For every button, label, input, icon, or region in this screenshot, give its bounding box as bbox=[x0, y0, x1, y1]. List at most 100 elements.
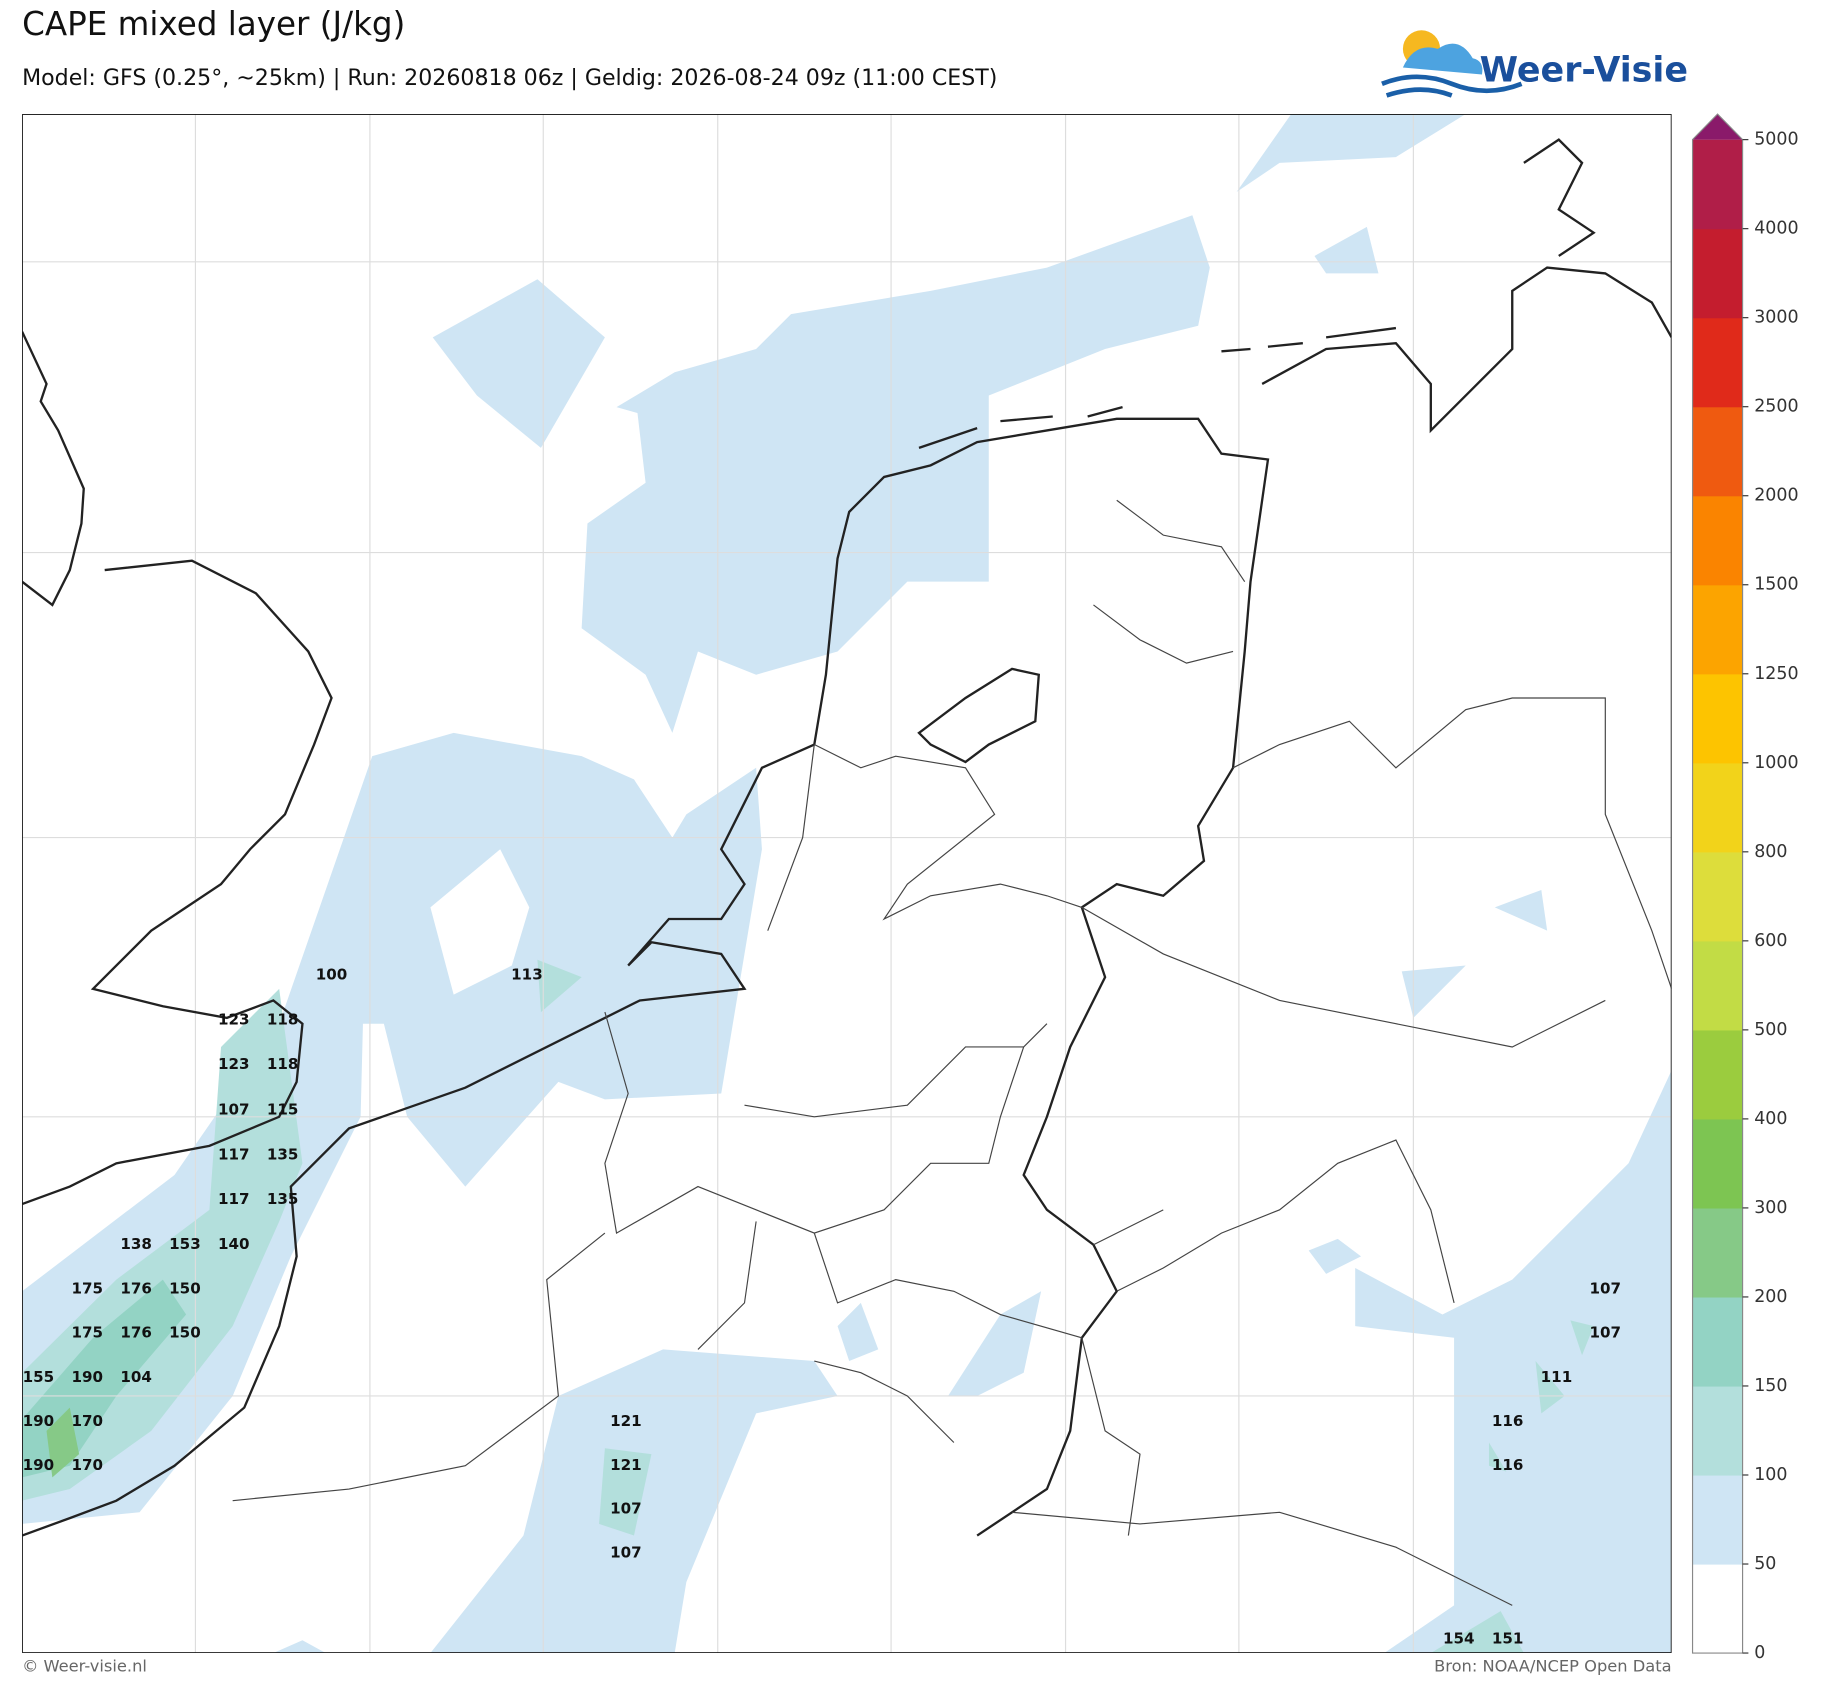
cape-labels: 100 113 123 118 123 118 107 115 117 135 117 135 138 1… bbox=[23, 965, 1621, 1647]
area bbox=[432, 279, 605, 448]
cape-label: 190 bbox=[23, 1412, 55, 1430]
colorbar-band bbox=[1692, 228, 1743, 319]
colorbar-band bbox=[1692, 1118, 1743, 1209]
area bbox=[1355, 1070, 1672, 1654]
colorbar-outline bbox=[1691, 113, 1744, 1654]
cape-label: 116 bbox=[1492, 1456, 1524, 1474]
colorbar-tick-label: 1500 bbox=[1754, 575, 1798, 595]
colorbar-band bbox=[1692, 673, 1743, 764]
colorbar-band bbox=[1692, 762, 1743, 853]
area bbox=[1308, 1238, 1362, 1274]
cape-label: 107 bbox=[1590, 1279, 1622, 1297]
cape-label: 140 bbox=[218, 1235, 250, 1253]
coast bbox=[22, 559, 333, 1206]
cape-label: 111 bbox=[1541, 1368, 1573, 1386]
cape-label: 115 bbox=[267, 1100, 299, 1118]
title: CAPE mixed layer (J/kg) bbox=[22, 5, 405, 43]
colorbar-tick-label: 2000 bbox=[1754, 486, 1798, 506]
cape-label: 170 bbox=[71, 1456, 103, 1474]
area bbox=[273, 1640, 326, 1654]
subtitle: Model: GFS (0.25°, ~25km) | Run: 2026081… bbox=[22, 65, 997, 91]
logo-cloud bbox=[1402, 43, 1483, 75]
cape-label: 138 bbox=[120, 1235, 152, 1253]
cape-label: 153 bbox=[169, 1235, 201, 1253]
colorbar-tick-label: 150 bbox=[1754, 1376, 1787, 1396]
area bbox=[46, 1407, 80, 1478]
coast bbox=[1523, 138, 1596, 257]
cape-label: 118 bbox=[267, 1055, 299, 1073]
area bbox=[1236, 114, 1466, 192]
area bbox=[537, 959, 582, 1013]
credit-left: © Weer-visie.nl bbox=[22, 1657, 147, 1676]
colorbar-tick-label: 200 bbox=[1754, 1287, 1787, 1307]
colorbar-tick-label: 50 bbox=[1754, 1554, 1776, 1574]
coast bbox=[22, 417, 1270, 1537]
colorbar-band bbox=[1692, 584, 1743, 675]
cape-label: 190 bbox=[71, 1368, 103, 1386]
cape-label: 176 bbox=[120, 1279, 152, 1297]
colorbar-band bbox=[1692, 139, 1743, 230]
cape-label: 107 bbox=[610, 1499, 642, 1517]
logo-text: Weer-Visie bbox=[1480, 50, 1688, 90]
colorbar-band bbox=[1692, 495, 1743, 586]
colorbar-tick-label: 3000 bbox=[1754, 308, 1798, 328]
area bbox=[1494, 889, 1548, 931]
cape-label: 104 bbox=[120, 1368, 152, 1386]
cape-label: 107 bbox=[218, 1100, 250, 1118]
logo: Weer-Visie bbox=[1381, 30, 1688, 98]
area-gap bbox=[430, 849, 530, 995]
cape-label: 118 bbox=[267, 1011, 299, 1029]
coastlines bbox=[22, 138, 1672, 1537]
cape-label: 116 bbox=[1492, 1412, 1524, 1430]
colorbar-tick-label: 0 bbox=[1754, 1643, 1765, 1663]
lake bbox=[917, 667, 1041, 764]
colorbar-band bbox=[1692, 1029, 1743, 1120]
cape-label: 117 bbox=[218, 1190, 250, 1208]
colorbar-band bbox=[1692, 317, 1743, 408]
area bbox=[1401, 965, 1466, 1018]
colorbar-band bbox=[1692, 940, 1743, 1031]
colorbar-tick-label: 500 bbox=[1754, 1020, 1787, 1040]
coast bbox=[22, 331, 85, 607]
border bbox=[232, 499, 1672, 1606]
cape-label: 176 bbox=[120, 1324, 152, 1342]
cape-label: 121 bbox=[610, 1456, 642, 1474]
cape-label: 151 bbox=[1492, 1630, 1524, 1648]
cape-label: 123 bbox=[218, 1055, 250, 1073]
area bbox=[837, 1302, 879, 1362]
cape-label: 175 bbox=[71, 1324, 103, 1342]
colorbar-tick-label: 600 bbox=[1754, 931, 1787, 951]
area bbox=[599, 1448, 652, 1536]
colorbar-tick-label: 1000 bbox=[1754, 753, 1798, 773]
colorbar-tick-label: 2500 bbox=[1754, 397, 1798, 417]
cape-label: 107 bbox=[1590, 1324, 1622, 1342]
cape-label: 190 bbox=[23, 1456, 55, 1474]
credit-right: Bron: NOAA/NCEP Open Data bbox=[1434, 1657, 1672, 1676]
colorbar-band bbox=[1692, 1296, 1743, 1387]
colorbar-tick-label: 100 bbox=[1754, 1465, 1787, 1485]
cape-label: 117 bbox=[218, 1146, 250, 1164]
cape-label: 135 bbox=[267, 1146, 299, 1164]
cape-label: 107 bbox=[610, 1544, 642, 1562]
cape-label: 175 bbox=[71, 1279, 103, 1297]
colorbar-band bbox=[1692, 406, 1743, 497]
islands bbox=[918, 326, 1397, 449]
cape-label: 150 bbox=[169, 1279, 201, 1297]
area bbox=[948, 1291, 1042, 1396]
colorbar-band bbox=[1692, 1207, 1743, 1298]
cape-label: 155 bbox=[23, 1368, 55, 1386]
area bbox=[1430, 1320, 1594, 1654]
cape-label: 121 bbox=[610, 1412, 642, 1430]
colorbar-tick-label: 5000 bbox=[1754, 130, 1798, 150]
colorbar-tick-label: 800 bbox=[1754, 842, 1787, 862]
map: 100 113 123 118 123 118 107 115 117 135 117 135 138 1… bbox=[22, 114, 1672, 1654]
logo-waves bbox=[1381, 74, 1523, 98]
colorbar-tick-label: 300 bbox=[1754, 1198, 1787, 1218]
cape-label: 170 bbox=[71, 1412, 103, 1430]
colorbar-extend bbox=[1692, 114, 1743, 140]
colorbar-tick-label: 400 bbox=[1754, 1109, 1787, 1129]
cape-label: 150 bbox=[169, 1324, 201, 1342]
colorbar-band bbox=[1692, 1564, 1743, 1654]
